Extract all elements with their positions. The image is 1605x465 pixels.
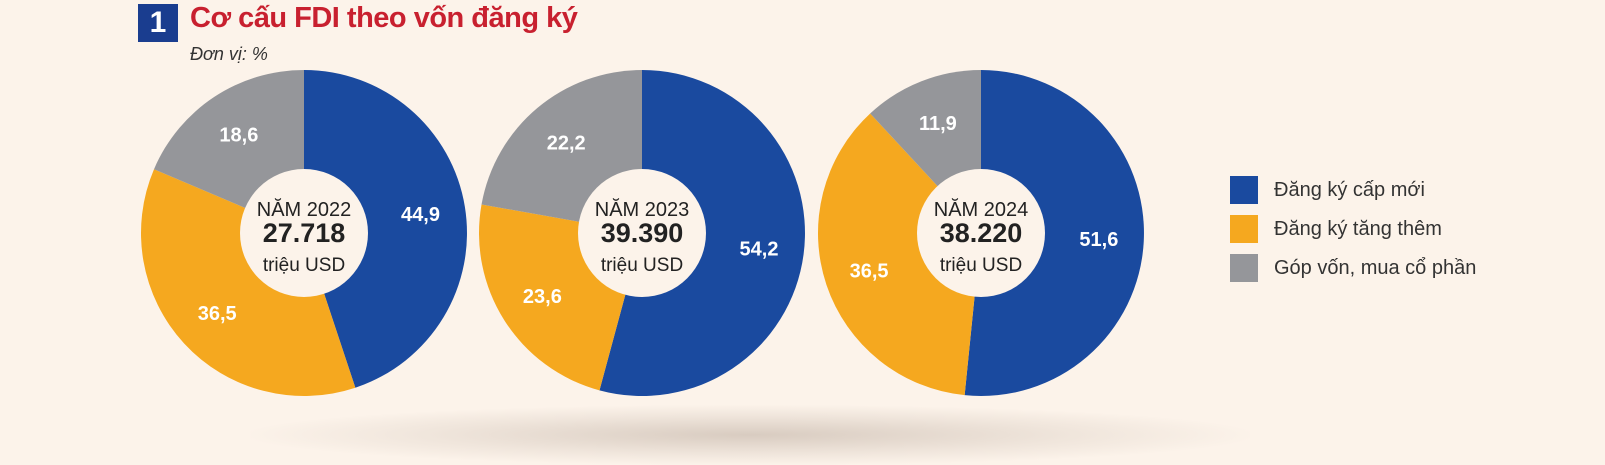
slice-new-registration <box>964 70 1144 397</box>
legend-label: Góp vốn, mua cổ phần <box>1274 256 1477 279</box>
legend-label: Đăng ký tăng thêm <box>1274 217 1442 240</box>
center-year-label: NĂM 2024 <box>934 198 1029 221</box>
slice-value-label: 36,5 <box>198 303 237 325</box>
legend-item-capital-contribution: Góp vốn, mua cổ phần <box>1230 254 1476 282</box>
slice-value-label: 18,6 <box>219 125 258 147</box>
center-year-label: NĂM 2022 <box>257 198 352 221</box>
slice-value-label: 11,9 <box>919 113 957 135</box>
legend-swatch-gray <box>1230 254 1258 282</box>
slice-value-label: 36,5 <box>850 261 889 283</box>
slice-value-label: 54,2 <box>740 239 779 261</box>
center-total-value: 27.718 <box>263 218 346 248</box>
chart-title: Cơ cấu FDI theo vốn đăng ký <box>190 2 578 34</box>
center-unit-label: triệu USD <box>940 255 1022 276</box>
slice-value-label: 51,6 <box>1079 229 1118 251</box>
legend: Đăng ký cấp mới Đăng ký tăng thêm Góp vố… <box>1230 176 1476 293</box>
slice-value-label: 22,2 <box>547 133 586 155</box>
slice-value-label: 23,6 <box>523 286 562 308</box>
legend-item-new-registration: Đăng ký cấp mới <box>1230 176 1476 204</box>
unit-label: Đơn vị: % <box>190 44 268 64</box>
slice-additional-registration <box>141 169 356 396</box>
center-year-label: NĂM 2023 <box>595 198 690 221</box>
center-total-value: 39.390 <box>601 218 684 248</box>
slice-new-registration <box>304 70 467 388</box>
slice-additional-registration <box>817 113 981 396</box>
center-total-value: 38.220 <box>940 218 1023 248</box>
section-number-badge: 1 <box>138 4 178 42</box>
donut-hole <box>578 169 706 297</box>
donut-hole <box>917 169 1045 297</box>
legend-label: Đăng ký cấp mới <box>1274 178 1425 201</box>
legend-item-additional-registration: Đăng ký tăng thêm <box>1230 215 1476 243</box>
donut-hole <box>240 169 368 297</box>
center-unit-label: triệu USD <box>263 255 345 276</box>
center-unit-label: triệu USD <box>601 255 683 276</box>
legend-swatch-orange <box>1230 215 1258 243</box>
slice-value-label: 44,9 <box>401 204 440 226</box>
legend-swatch-blue <box>1230 176 1258 204</box>
